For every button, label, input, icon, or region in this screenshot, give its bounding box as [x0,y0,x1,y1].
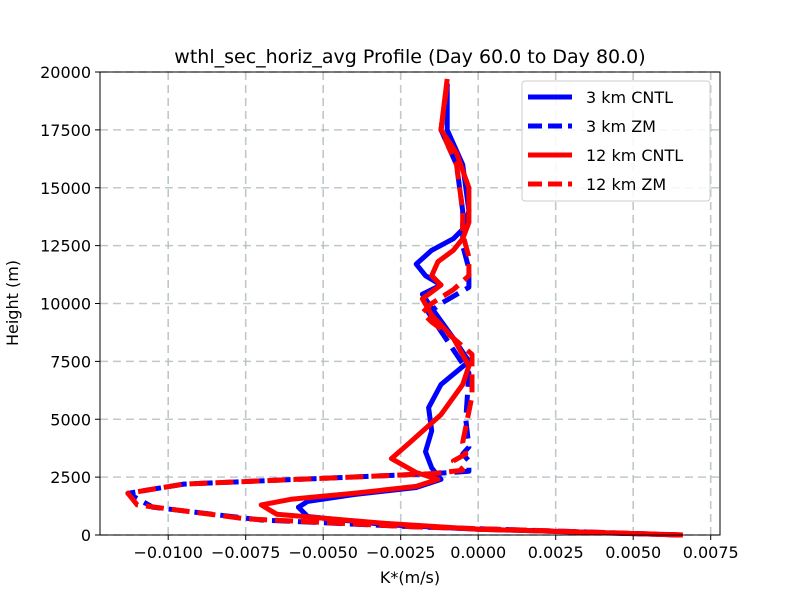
x-tick-label: −0.0025 [366,543,435,562]
x-axis-label: K*(m/s) [380,568,440,587]
x-tick-label: 0.0000 [450,543,506,562]
x-tick-label: 0.0075 [683,543,739,562]
x-tick-label: −0.0100 [134,543,203,562]
y-axis: 0 2500 5000 7500 10000 12500 15000 17500 20000 [40,63,100,545]
y-axis-label: Height (m) [3,260,22,346]
legend-box [521,80,711,202]
series-12-km-zm [125,83,683,538]
series-3-km-cntl [295,83,680,538]
legend-label: 12 km CNTL [586,146,683,165]
y-tick-label: 0 [81,526,91,545]
y-tick-label: 7500 [50,352,91,371]
x-tick-label: 0.0050 [605,543,661,562]
legend-label: 3 km ZM [586,117,656,136]
y-tick-label: 12500 [40,237,91,256]
y-tick-label: 20000 [40,63,91,82]
legend: 3 km CNTL 3 km ZM 12 km CNTL 12 km ZM [521,80,711,202]
y-tick-label: 5000 [50,410,91,429]
series-layer [125,78,683,538]
y-tick-label: 17500 [40,121,91,140]
series-12-km-cntl [258,78,683,538]
legend-label: 3 km CNTL [586,88,673,107]
x-tick-label: −0.0050 [289,543,358,562]
legend-label: 12 km ZM [586,175,666,194]
x-tick-label: −0.0075 [211,543,280,562]
x-axis: −0.0100 −0.0075 −0.0050 −0.0025 0.0000 0.0025… [134,535,739,562]
y-tick-label: 15000 [40,179,91,198]
x-tick-label: 0.0025 [528,543,584,562]
y-tick-label: 2500 [50,468,91,487]
chart-title: wthl_sec_horiz_avg Profile (Day 60.0 to … [174,46,645,68]
y-tick-label: 10000 [40,295,91,314]
